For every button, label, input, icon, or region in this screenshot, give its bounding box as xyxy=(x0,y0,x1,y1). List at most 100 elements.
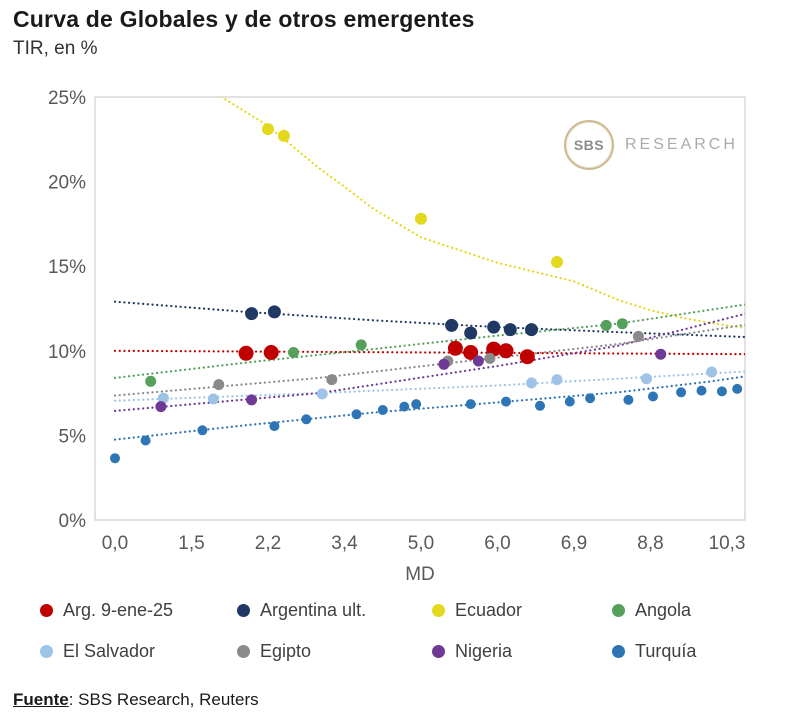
legend-marker-icon xyxy=(612,604,625,617)
data-points xyxy=(110,123,743,464)
data-point xyxy=(246,394,258,406)
legend-label: Ecuador xyxy=(455,600,523,620)
data-point xyxy=(411,399,422,410)
x-tick-label: 0,0 xyxy=(102,533,128,554)
data-point xyxy=(551,374,563,386)
data-point xyxy=(648,391,658,402)
page-title: Curva de Globales y de otros emergentes xyxy=(13,6,475,32)
data-point xyxy=(464,326,478,340)
data-point xyxy=(486,341,502,357)
data-point xyxy=(262,123,274,136)
data-point xyxy=(526,377,537,389)
data-point xyxy=(551,256,563,268)
data-point xyxy=(399,401,410,412)
data-point xyxy=(616,318,628,330)
x-tick-label: 3,4 xyxy=(331,533,358,554)
data-point xyxy=(438,358,450,370)
x-axis-labels: 0,0 1,5 2,2 3,4 5,0 6,0 6,9 8,8 10,3 xyxy=(102,533,746,554)
data-point xyxy=(600,319,612,331)
y-axis-labels: 25% 20% 15% 10% 5% 0% xyxy=(48,88,86,532)
legend-marker-icon xyxy=(237,645,250,658)
data-point xyxy=(155,401,167,413)
data-point xyxy=(316,388,328,400)
x-tick-label: 5,0 xyxy=(408,533,434,554)
data-point xyxy=(525,323,538,337)
data-point xyxy=(213,379,225,391)
data-point xyxy=(207,393,219,405)
data-point xyxy=(269,421,280,432)
legend-label: Angola xyxy=(635,600,692,620)
legend-item: Arg. 9-ene-25 xyxy=(40,600,237,621)
legend-marker-icon xyxy=(432,604,445,617)
data-point xyxy=(716,386,727,397)
data-point xyxy=(465,399,476,410)
x-axis-title: MD xyxy=(405,564,435,585)
data-point xyxy=(696,385,707,396)
source-label: Fuente xyxy=(13,690,69,709)
data-point xyxy=(415,212,427,225)
data-point xyxy=(277,129,290,142)
legend-item: Argentina ult. xyxy=(237,600,432,621)
data-point xyxy=(487,320,501,334)
research-label: RESEARCH xyxy=(625,136,738,153)
legend-item: Angola xyxy=(612,600,780,621)
legend-item: Ecuador xyxy=(432,600,612,621)
data-point xyxy=(641,373,652,385)
data-point xyxy=(655,348,667,360)
legend-item: Nigeria xyxy=(432,641,612,662)
legend-item: El Salvador xyxy=(40,641,237,662)
data-point xyxy=(676,387,687,398)
data-point xyxy=(623,394,634,405)
data-point xyxy=(463,345,479,360)
data-point xyxy=(197,425,208,436)
data-point xyxy=(564,396,575,407)
data-point xyxy=(447,340,463,356)
x-tick-label: 10,3 xyxy=(709,533,746,554)
legend-marker-icon xyxy=(432,645,445,658)
source-text: : SBS Research, Reuters xyxy=(68,690,259,709)
trend-line xyxy=(113,323,745,397)
sbs-logo-text: SBS xyxy=(573,137,605,153)
x-tick-label: 8,8 xyxy=(637,533,663,554)
data-point xyxy=(238,345,254,361)
data-point xyxy=(445,318,459,332)
data-point xyxy=(585,393,596,404)
data-point xyxy=(110,453,120,464)
data-point xyxy=(145,375,157,387)
x-tick-label: 6,0 xyxy=(484,533,510,554)
legend-label: El Salvador xyxy=(63,641,156,661)
legend-marker-icon xyxy=(612,645,625,658)
y-tick-label: 15% xyxy=(48,257,86,278)
legend-item: Egipto xyxy=(237,641,432,662)
sbs-research-watermark: SBS RESEARCH xyxy=(564,120,738,170)
data-point xyxy=(632,330,644,342)
data-point xyxy=(157,392,169,404)
data-point xyxy=(263,345,279,360)
y-tick-label: 0% xyxy=(59,511,87,532)
y-tick-label: 10% xyxy=(48,342,86,363)
legend-marker-icon xyxy=(40,645,53,658)
data-point xyxy=(245,307,259,321)
data-point xyxy=(140,435,151,446)
data-point xyxy=(519,349,535,365)
data-point xyxy=(535,400,545,411)
y-tick-label: 5% xyxy=(59,426,87,447)
chart-legend: Arg. 9-ene-25 Argentina ult. Ecuador Angola… xyxy=(40,600,780,662)
trend-line xyxy=(219,97,745,329)
data-point xyxy=(267,305,281,319)
y-tick-label: 25% xyxy=(48,88,86,109)
data-point xyxy=(326,374,338,386)
legend-item: Turquía xyxy=(612,641,780,662)
x-tick-label: 6,9 xyxy=(561,533,587,554)
data-point xyxy=(498,343,514,359)
chart-subtitle: TIR, en % xyxy=(13,38,98,59)
data-point xyxy=(732,383,743,394)
y-tick-label: 20% xyxy=(48,173,86,194)
trend-line xyxy=(113,349,745,356)
legend-label: Argentina ult. xyxy=(260,600,367,620)
data-point xyxy=(355,339,367,351)
x-tick-label: 2,2 xyxy=(255,533,281,554)
trend-line xyxy=(113,312,745,412)
